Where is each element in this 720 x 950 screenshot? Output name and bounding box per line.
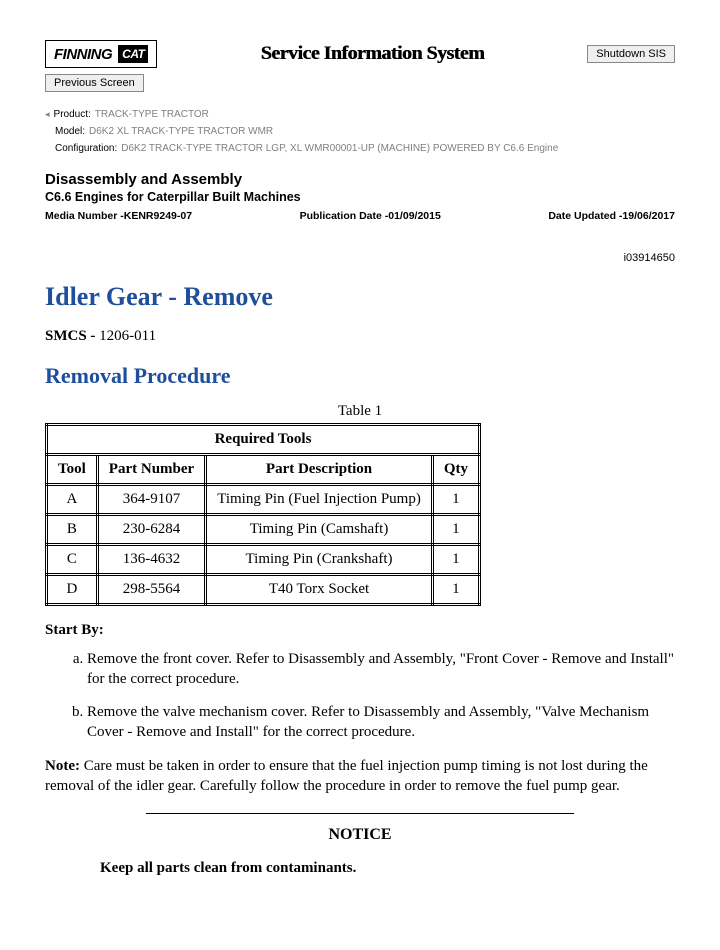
config-value: D6K2 TRACK-TYPE TRACTOR LGP, XL WMR00001… (121, 140, 558, 157)
logo-cat-badge: CAT (118, 45, 148, 63)
removal-procedure-heading: Removal Procedure (45, 363, 675, 389)
section-heading: Disassembly and Assembly (45, 171, 675, 188)
model-label: Model: (55, 123, 85, 140)
table-caption: Table 1 (45, 403, 675, 420)
media-number: Media Number -KENR9249-07 (45, 210, 192, 222)
table-header-span: Required Tools (47, 425, 480, 455)
notice-heading: NOTICE (45, 826, 675, 844)
note-label: Note: (45, 758, 84, 774)
notice-body: Keep all parts clean from contaminants. (100, 860, 675, 877)
publication-date: Publication Date -01/09/2015 (300, 210, 441, 222)
logo-finning-text: FINNING (54, 46, 112, 63)
required-tools-table: Required Tools Tool Part Number Part Des… (45, 423, 481, 606)
note-body: Care must be taken in order to ensure th… (45, 758, 648, 794)
table-row: D 298-5564 T40 Torx Socket 1 (47, 575, 480, 605)
section-subheading: C6.6 Engines for Caterpillar Built Machi… (45, 190, 675, 204)
config-label: Configuration: (55, 140, 117, 157)
smcs-label: SMCS - (45, 328, 99, 344)
product-label: Product: (54, 106, 91, 123)
brand-logo: FINNING CAT (45, 40, 157, 68)
col-part-description: Part Description (206, 455, 433, 485)
list-item: Remove the front cover. Refer to Disasse… (87, 649, 675, 690)
date-updated: Date Updated -19/06/2017 (548, 210, 675, 222)
smcs-line: SMCS - 1206-011 (45, 328, 675, 345)
col-tool: Tool (47, 455, 98, 485)
table-row: B 230-6284 Timing Pin (Camshaft) 1 (47, 515, 480, 545)
publication-info-row: Media Number -KENR9249-07 Publication Da… (45, 210, 675, 222)
header-bar: FINNING CAT Service Information System S… (45, 40, 675, 68)
start-by-label: Start By: (45, 622, 675, 639)
product-value: TRACK-TYPE TRACTOR (95, 106, 209, 123)
divider (146, 813, 574, 814)
model-value: D6K2 XL TRACK-TYPE TRACTOR WMR (89, 123, 273, 140)
previous-screen-button[interactable]: Previous Screen (45, 74, 144, 92)
start-by-steps: Remove the front cover. Refer to Disasse… (45, 649, 675, 742)
note-paragraph: Note: Care must be taken in order to ens… (45, 756, 675, 797)
col-qty: Qty (432, 455, 479, 485)
shutdown-sis-button[interactable]: Shutdown SIS (587, 45, 675, 63)
system-title: Service Information System (261, 43, 485, 65)
col-part-number: Part Number (97, 455, 205, 485)
document-id: i03914650 (45, 252, 675, 264)
product-meta-block: ◂ Product: TRACK-TYPE TRACTOR Model: D6K… (45, 106, 675, 157)
page-title: Idler Gear - Remove (45, 282, 675, 312)
table-row: C 136-4632 Timing Pin (Crankshaft) 1 (47, 545, 480, 575)
smcs-value: 1206-011 (99, 328, 156, 344)
list-item: Remove the valve mechanism cover. Refer … (87, 702, 675, 743)
table-row: A 364-9107 Timing Pin (Fuel Injection Pu… (47, 485, 480, 515)
back-arrow-icon[interactable]: ◂ (45, 107, 50, 122)
